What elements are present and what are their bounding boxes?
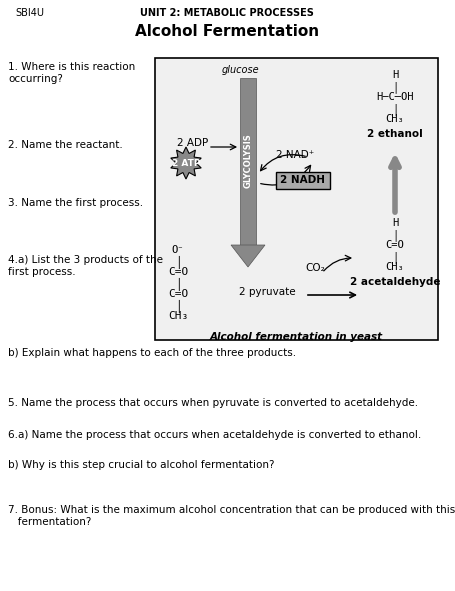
Text: UNIT 2: METABOLIC PROCESSES: UNIT 2: METABOLIC PROCESSES [140, 8, 314, 18]
Text: 2 pyruvate: 2 pyruvate [239, 287, 295, 297]
Text: CH₃: CH₃ [386, 114, 404, 124]
Text: H─C─OH: H─C─OH [376, 92, 414, 102]
Text: 1. Where is this reaction
occurring?: 1. Where is this reaction occurring? [8, 62, 135, 83]
Text: H: H [392, 218, 398, 228]
Text: 5. Name the process that occurs when pyruvate is converted to acetaldehyde.: 5. Name the process that occurs when pyr… [8, 398, 418, 408]
Text: │: │ [175, 300, 182, 313]
Text: C=O: C=O [168, 289, 188, 299]
Text: 2 ethanol: 2 ethanol [367, 129, 423, 139]
Text: Alcohol fermentation in yeast: Alcohol fermentation in yeast [209, 332, 383, 342]
Text: SBI4U: SBI4U [15, 8, 44, 18]
Text: b) Why is this step crucial to alcohol fermentation?: b) Why is this step crucial to alcohol f… [8, 460, 274, 470]
Text: b) Explain what happens to each of the three products.: b) Explain what happens to each of the t… [8, 348, 296, 358]
Text: │: │ [175, 256, 182, 269]
Text: 2 NADH: 2 NADH [280, 175, 325, 185]
Text: H: H [392, 70, 398, 80]
Text: CH₃: CH₃ [386, 262, 404, 272]
Text: glucose: glucose [221, 65, 259, 75]
Polygon shape [231, 245, 265, 267]
Text: │: │ [392, 81, 398, 93]
Text: CH₃: CH₃ [168, 311, 188, 321]
Text: 2 ATP: 2 ATP [172, 158, 200, 167]
Text: C=O: C=O [168, 267, 188, 277]
Text: │: │ [392, 251, 398, 263]
Text: 2. Name the reactant.: 2. Name the reactant. [8, 140, 123, 150]
Bar [155, 58, 438, 340]
Bar [240, 78, 256, 245]
Text: │: │ [175, 278, 182, 291]
Text: 2 ADP: 2 ADP [177, 138, 208, 148]
Text: GLYCOLYSIS: GLYCOLYSIS [243, 134, 253, 189]
Text: │: │ [392, 103, 398, 115]
Text: 6.a) Name the process that occurs when acetaldehyde is converted to ethanol.: 6.a) Name the process that occurs when a… [8, 430, 421, 440]
Bar [276, 172, 330, 189]
Text: O⁻: O⁻ [172, 245, 184, 255]
Text: │: │ [392, 229, 398, 241]
Text: 4.a) List the 3 products of the
first process.: 4.a) List the 3 products of the first pr… [8, 255, 163, 277]
Text: Alcohol Fermentation: Alcohol Fermentation [135, 24, 319, 39]
Text: CO₂: CO₂ [305, 263, 325, 273]
Text: 7. Bonus: What is the maximum alcohol concentration that can be produced with th: 7. Bonus: What is the maximum alcohol co… [8, 505, 455, 527]
Text: 2 NAD⁺: 2 NAD⁺ [276, 150, 314, 160]
Text: 2 acetaldehyde: 2 acetaldehyde [350, 277, 440, 287]
Text: 3. Name the first process.: 3. Name the first process. [8, 198, 143, 208]
Polygon shape [171, 147, 201, 179]
Text: C=O: C=O [386, 240, 404, 250]
